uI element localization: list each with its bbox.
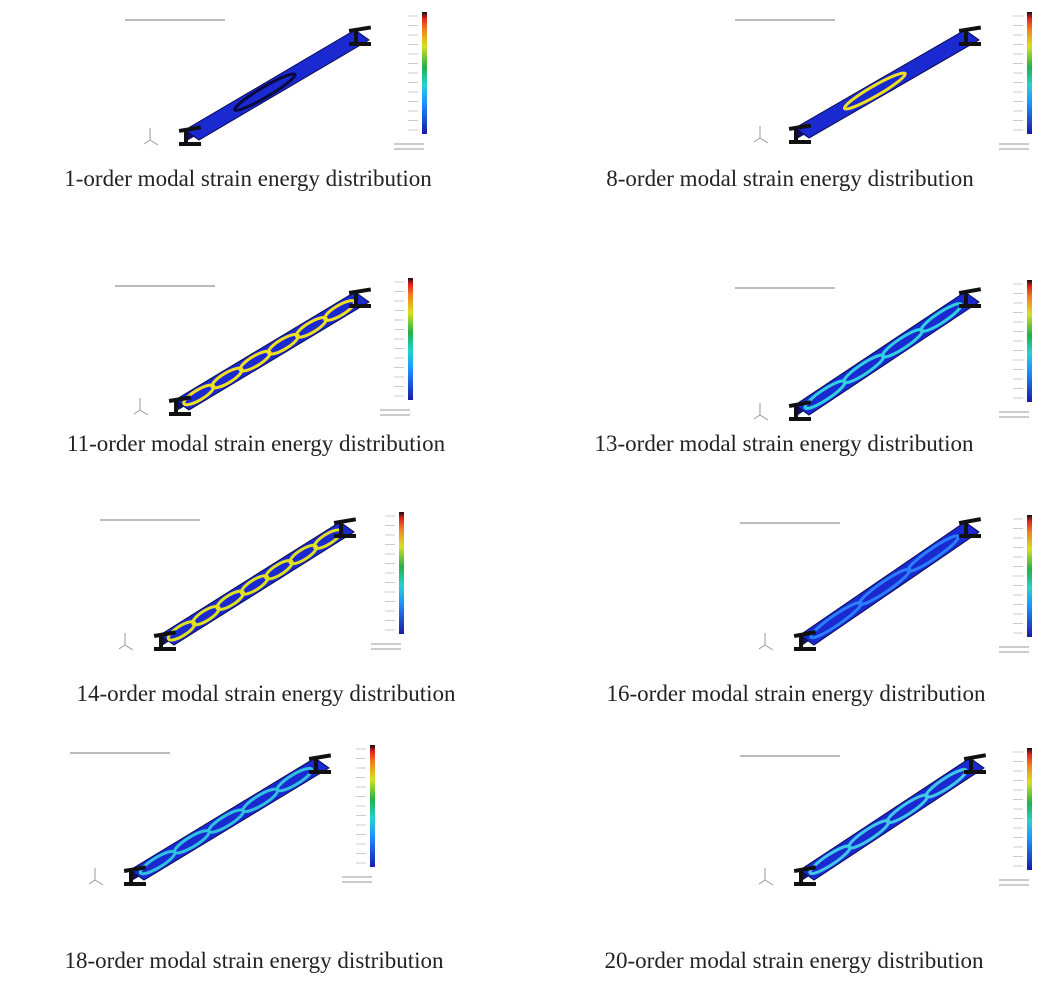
panel: 13-order modal strain energy distributio… xyxy=(595,280,1033,456)
colorbar xyxy=(370,745,375,867)
beam-flange xyxy=(334,534,356,538)
beam-flange xyxy=(794,882,816,886)
beam-web xyxy=(354,30,358,44)
beam-web xyxy=(964,292,968,306)
beam-web xyxy=(969,758,973,772)
beam-flange xyxy=(179,142,201,146)
beam-flange xyxy=(959,304,981,308)
beam-flange xyxy=(959,534,981,538)
beam-flange xyxy=(964,753,986,761)
beam-flange xyxy=(959,42,981,46)
beam-web xyxy=(964,522,968,536)
beam-face xyxy=(795,30,979,138)
panel: 18-order modal strain energy distributio… xyxy=(65,745,444,973)
colorbar xyxy=(1027,515,1032,637)
caption: 14-order modal strain energy distributio… xyxy=(77,681,456,706)
beam-face xyxy=(175,292,369,410)
colorbar xyxy=(1027,748,1032,870)
beam-flange xyxy=(349,287,371,294)
beam-flange xyxy=(124,882,146,886)
caption: 16-order modal strain energy distributio… xyxy=(607,681,986,706)
axis-triad xyxy=(759,633,773,650)
beam-web xyxy=(354,292,358,306)
beam-web xyxy=(794,128,798,142)
panel: 20-order modal strain energy distributio… xyxy=(605,748,1033,973)
beam-flange xyxy=(169,412,191,416)
beam-flange xyxy=(154,647,176,651)
axis-triad xyxy=(144,128,158,145)
beam-web xyxy=(339,522,343,536)
caption: 13-order modal strain energy distributio… xyxy=(595,431,974,456)
beam-flange xyxy=(349,304,371,308)
beam-web xyxy=(794,405,798,419)
beam-flange xyxy=(959,26,981,33)
page: {"panels": [ {"caption": "1-order modal … xyxy=(0,0,1055,988)
panel: 16-order modal strain energy distributio… xyxy=(607,515,1033,706)
caption: 8-order modal strain energy distribution xyxy=(606,166,974,191)
caption: 11-order modal strain energy distributio… xyxy=(67,431,446,456)
panel: 8-order modal strain energy distribution xyxy=(606,12,1032,191)
beam-web xyxy=(184,130,188,144)
beam-face xyxy=(800,758,984,880)
beam-face xyxy=(160,522,354,645)
beam-web xyxy=(314,758,318,772)
panel: 14-order modal strain energy distributio… xyxy=(77,512,456,706)
beam-flange xyxy=(959,517,981,525)
beam-web xyxy=(174,400,178,414)
beam-web xyxy=(964,30,968,44)
beam-flange xyxy=(789,417,811,421)
axis-triad xyxy=(89,868,103,885)
figure: 1-order modal strain energy distribution… xyxy=(0,0,1055,988)
beam-face xyxy=(185,30,369,140)
beam-face xyxy=(800,522,979,645)
beam-flange xyxy=(794,647,816,651)
beam-flange xyxy=(309,770,331,774)
beam-flange xyxy=(959,287,981,295)
beam-web xyxy=(799,635,803,649)
beam-web xyxy=(129,870,133,884)
colorbar xyxy=(408,278,413,400)
axis-triad xyxy=(754,126,768,143)
beam-face xyxy=(130,758,329,880)
axis-triad xyxy=(134,398,148,415)
axis-triad xyxy=(754,403,768,420)
axis-triad xyxy=(759,868,773,885)
beam-flange xyxy=(334,517,356,525)
caption: 20-order modal strain energy distributio… xyxy=(605,948,984,973)
beam-flange xyxy=(789,140,811,144)
caption: 18-order modal strain energy distributio… xyxy=(65,948,444,973)
beam-web xyxy=(799,870,803,884)
panel: 1-order modal strain energy distribution xyxy=(64,12,432,191)
beam-flange xyxy=(349,25,371,32)
beam-face xyxy=(795,292,979,415)
beam-flange xyxy=(309,753,331,761)
caption: 1-order modal strain energy distribution xyxy=(64,166,432,191)
axis-triad xyxy=(119,633,133,650)
beam-flange xyxy=(964,770,986,774)
beam-web xyxy=(159,635,163,649)
panel: 11-order modal strain energy distributio… xyxy=(67,278,446,456)
colorbar xyxy=(422,12,427,134)
colorbar xyxy=(1027,280,1032,402)
beam-flange xyxy=(349,42,371,46)
colorbar xyxy=(1027,12,1032,134)
colorbar xyxy=(399,512,404,634)
